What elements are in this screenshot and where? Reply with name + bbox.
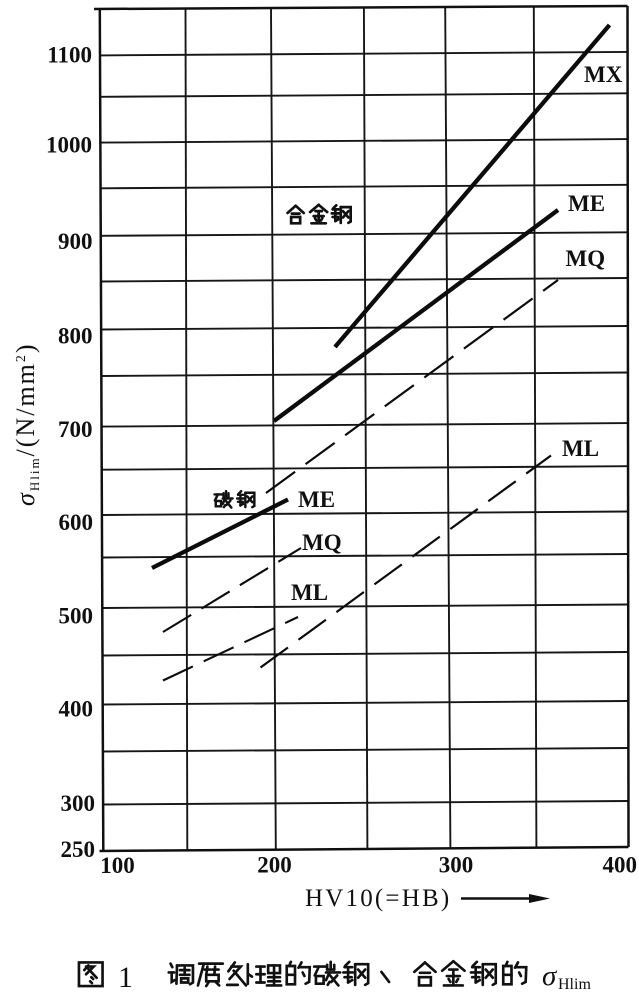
svg-text:800: 800 <box>58 323 93 348</box>
svg-text:MQ: MQ <box>566 246 606 271</box>
svg-text:200: 200 <box>257 853 292 878</box>
svg-text:250: 250 <box>61 837 96 862</box>
svg-text:900: 900 <box>58 229 93 254</box>
svg-text:ME: ME <box>298 487 335 512</box>
svg-text:MX: MX <box>584 62 623 87</box>
svg-text:700: 700 <box>58 417 93 442</box>
svg-text:σ: σ <box>542 960 558 992</box>
svg-text:σHlim/(N/mm2): σHlim/(N/mm2) <box>11 342 42 506</box>
svg-text:ML: ML <box>291 580 328 605</box>
svg-text:Hlim: Hlim <box>558 976 591 993</box>
svg-text:500: 500 <box>59 603 94 628</box>
svg-text:1100: 1100 <box>47 42 92 67</box>
svg-text:ML: ML <box>562 436 599 461</box>
svg-text:100: 100 <box>100 853 135 878</box>
svg-text:1000: 1000 <box>46 133 92 158</box>
svg-text:1: 1 <box>118 961 133 994</box>
svg-text:MQ: MQ <box>302 530 342 555</box>
svg-text:ME: ME <box>568 191 605 216</box>
svg-text:400: 400 <box>602 852 637 877</box>
svg-text:400: 400 <box>59 697 94 722</box>
svg-text:300: 300 <box>439 852 474 877</box>
svg-text:600: 600 <box>59 510 94 535</box>
svg-text:HV10(=HB): HV10(=HB) <box>305 885 451 912</box>
svg-text:300: 300 <box>61 791 96 816</box>
